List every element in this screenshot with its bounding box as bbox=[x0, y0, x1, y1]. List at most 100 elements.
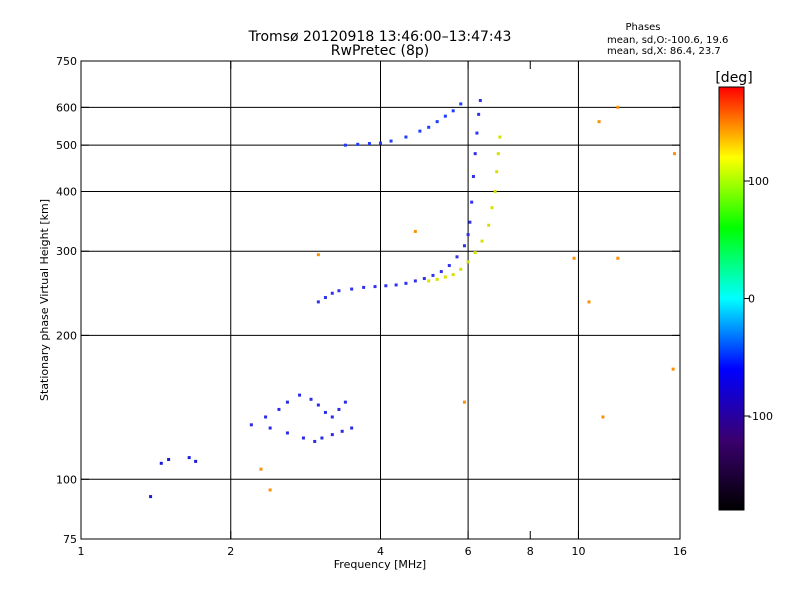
data-point bbox=[285, 431, 289, 435]
data-point bbox=[435, 120, 439, 124]
y-tick-label: 750 bbox=[56, 55, 77, 68]
data-point bbox=[673, 152, 677, 156]
y-tick-label: 500 bbox=[56, 139, 77, 152]
data-point bbox=[350, 426, 354, 430]
data-point bbox=[249, 423, 253, 427]
x-tick-label: 16 bbox=[673, 545, 687, 558]
data-point bbox=[389, 139, 393, 143]
data-point bbox=[330, 291, 334, 295]
colorbar-tick-label: 100 bbox=[748, 175, 769, 188]
data-point bbox=[194, 459, 198, 463]
data-point bbox=[587, 300, 591, 304]
data-point bbox=[455, 255, 459, 259]
data-point bbox=[462, 244, 466, 248]
data-point bbox=[316, 253, 320, 257]
data-point bbox=[316, 403, 320, 407]
data-point bbox=[443, 275, 447, 279]
y-tick-label: 400 bbox=[56, 185, 77, 198]
data-point bbox=[309, 397, 313, 401]
data-point bbox=[459, 267, 463, 271]
y-tick-label: 75 bbox=[63, 533, 77, 546]
data-point bbox=[356, 142, 360, 146]
data-point bbox=[277, 407, 281, 411]
data-point bbox=[323, 410, 327, 414]
colorbar-tick-label: -100 bbox=[748, 410, 773, 423]
data-points bbox=[149, 99, 677, 499]
data-point bbox=[343, 400, 347, 404]
x-tick-label: 6 bbox=[465, 545, 472, 558]
y-axis-ticks: 75 100 200 300 400 500 600 750 bbox=[56, 55, 680, 546]
data-point bbox=[473, 251, 477, 255]
y-tick-label: 600 bbox=[56, 101, 77, 114]
data-point bbox=[473, 152, 477, 156]
data-point bbox=[477, 112, 481, 116]
grid-lines bbox=[81, 61, 680, 539]
legend-line-x: mean, sd,X: 86.4, 23.7 bbox=[607, 46, 721, 57]
data-point bbox=[320, 436, 324, 440]
data-point bbox=[301, 436, 305, 440]
x-axis-label: Frequency [MHz] bbox=[334, 558, 426, 571]
data-point bbox=[394, 283, 398, 287]
data-point bbox=[268, 426, 272, 430]
legend-title: Phases bbox=[625, 22, 660, 33]
data-point bbox=[167, 457, 171, 461]
data-point bbox=[490, 206, 494, 210]
data-point bbox=[340, 429, 344, 433]
chart-title: Tromsø 20120918 13:46:00–13:47:43 bbox=[248, 29, 512, 45]
data-point bbox=[468, 220, 472, 224]
data-point bbox=[493, 189, 497, 193]
data-point bbox=[462, 400, 466, 404]
data-point bbox=[427, 125, 431, 129]
data-point bbox=[413, 229, 417, 233]
data-point bbox=[471, 174, 475, 178]
data-point bbox=[373, 285, 377, 289]
data-point bbox=[259, 467, 263, 471]
y-axis-label: Stationary phase Virtual Height [km] bbox=[38, 199, 51, 401]
data-point bbox=[330, 415, 334, 419]
data-point bbox=[316, 300, 320, 304]
data-point bbox=[443, 114, 447, 118]
data-point bbox=[459, 102, 463, 106]
data-point bbox=[298, 393, 302, 397]
data-point bbox=[475, 131, 479, 135]
data-point bbox=[427, 279, 431, 283]
data-point bbox=[601, 415, 605, 419]
data-point bbox=[187, 456, 191, 460]
x-tick-label: 1 bbox=[78, 545, 85, 558]
data-point bbox=[367, 142, 371, 146]
data-point bbox=[149, 495, 153, 499]
data-point bbox=[466, 260, 470, 264]
data-point bbox=[498, 135, 502, 139]
data-point bbox=[313, 439, 317, 443]
data-point bbox=[404, 281, 408, 285]
data-point bbox=[431, 273, 435, 277]
data-point bbox=[379, 141, 382, 145]
y-tick-label: 100 bbox=[56, 473, 77, 486]
data-point bbox=[413, 279, 417, 283]
data-point bbox=[447, 264, 451, 268]
x-tick-label: 8 bbox=[527, 545, 534, 558]
data-point bbox=[422, 277, 426, 281]
colorbar bbox=[718, 86, 745, 511]
data-point bbox=[343, 143, 347, 147]
data-point bbox=[597, 120, 601, 124]
data-point bbox=[451, 109, 455, 113]
data-point bbox=[496, 152, 500, 156]
data-point bbox=[404, 135, 408, 139]
data-point bbox=[495, 170, 499, 174]
data-point bbox=[384, 284, 388, 288]
chart-subtitle: RwPretec (8p) bbox=[331, 43, 429, 59]
data-point bbox=[435, 277, 439, 281]
data-point bbox=[330, 433, 334, 437]
data-point bbox=[268, 488, 272, 492]
data-point bbox=[572, 256, 576, 260]
data-point bbox=[159, 461, 163, 465]
data-point bbox=[337, 289, 341, 293]
data-point bbox=[616, 105, 620, 109]
data-point bbox=[323, 296, 327, 300]
data-point bbox=[418, 129, 422, 133]
y-tick-label: 200 bbox=[56, 329, 77, 342]
data-point bbox=[439, 270, 443, 274]
legend-line-o: mean, sd,O:-100.6, 19.6 bbox=[607, 35, 728, 46]
data-point bbox=[285, 400, 289, 404]
